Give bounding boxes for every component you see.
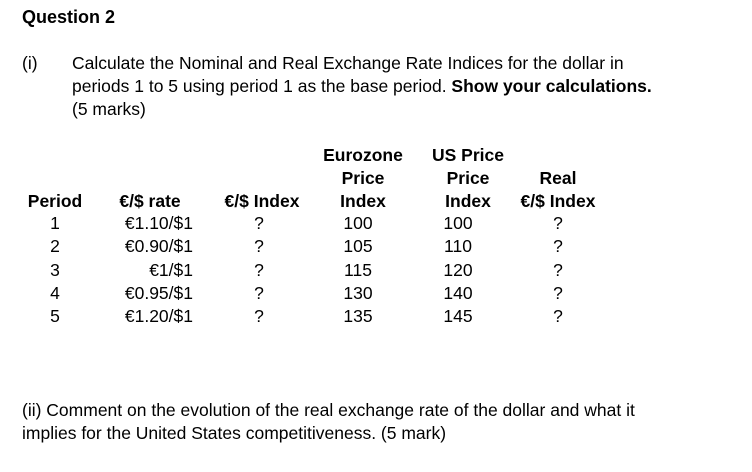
table-cell: 110 — [444, 236, 472, 257]
text-span: periods 1 to 5 using period 1 as the bas… — [72, 76, 452, 96]
table-cell: 140 — [443, 282, 473, 303]
table-cell: €1/$1 — [149, 259, 193, 280]
table-cell: €1.10/$1 — [124, 213, 193, 233]
table-cell: 135 — [343, 306, 373, 327]
bold-text: Show your calculations. — [451, 76, 652, 96]
text-line: implies for the United States competitiv… — [22, 423, 447, 443]
question-title: Question 2 — [22, 7, 116, 27]
table-cell: 100 — [343, 213, 373, 233]
table-cell: ? — [254, 282, 264, 303]
table-cell: 100 — [443, 213, 473, 233]
table-cell: 145 — [443, 306, 473, 327]
table-cell: 4 — [50, 282, 60, 303]
column-header: Price — [341, 168, 385, 188]
column-header: US Price — [432, 145, 504, 165]
table-cell: €0.90/$1 — [124, 236, 193, 257]
table-cell: 120 — [443, 259, 473, 280]
table-cell: ? — [254, 236, 264, 257]
part-label: (i) — [22, 53, 38, 73]
table-cell: ? — [553, 282, 563, 303]
table-cell: ? — [553, 306, 563, 327]
table-cell: 105 — [343, 236, 373, 257]
column-header: Period — [27, 191, 83, 211]
table-cell: 2 — [50, 236, 60, 257]
column-header: Price — [446, 168, 490, 188]
table-cell: 5 — [50, 306, 60, 327]
column-header: Eurozone — [323, 145, 403, 165]
text-line: Calculate the Nominal and Real Exchange … — [72, 53, 624, 73]
column-header: €/$ Index — [224, 191, 300, 211]
column-header: Index — [340, 191, 386, 211]
table-cell: 1 — [50, 213, 60, 233]
table-cell: €0.95/$1 — [124, 282, 193, 303]
column-header: €/$ Index — [520, 191, 596, 211]
table-cell: €1.20/$1 — [124, 306, 193, 327]
table-cell: ? — [553, 213, 563, 233]
table-cell: 3 — [50, 259, 60, 280]
table-cell: ? — [553, 236, 563, 257]
column-header: Index — [445, 191, 491, 211]
table-cell: 115 — [344, 259, 372, 280]
text-line: (ii) Comment on the evolution of the rea… — [22, 400, 635, 420]
table-cell: 130 — [343, 282, 373, 303]
table-cell: ? — [254, 306, 264, 327]
text-line: periods 1 to 5 using period 1 as the bas… — [72, 75, 652, 97]
table-cell: ? — [553, 259, 563, 280]
column-header: €/$ rate — [119, 191, 181, 211]
table-cell: ? — [254, 259, 264, 280]
table-cell: ? — [254, 213, 264, 233]
text-line: (5 marks) — [72, 99, 146, 119]
column-header: Real — [539, 168, 577, 188]
